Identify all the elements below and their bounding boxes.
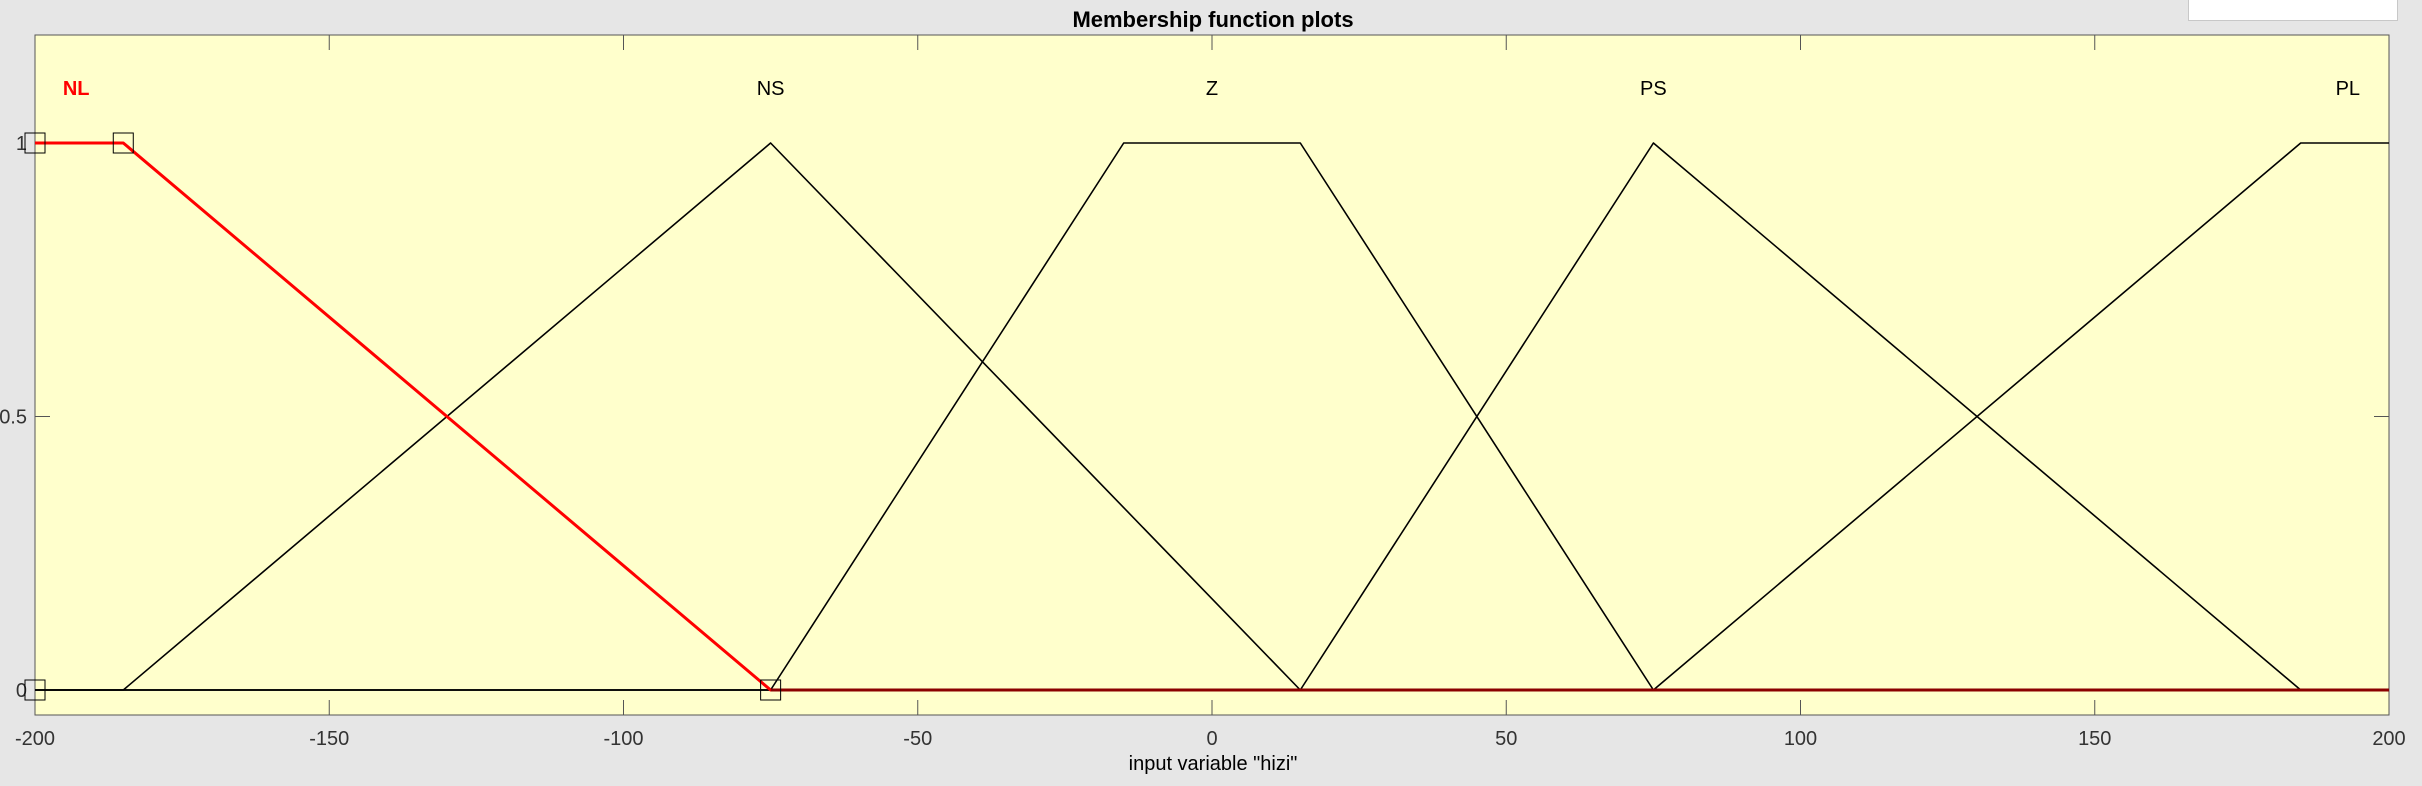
axis-ticks: -200 -150 -100 -50 0 50 100 150 200 0 0.5 1 [0, 35, 2406, 750]
y-tick-label: 0.5 [0, 407, 27, 429]
x-tick-label: 150 [2078, 728, 2111, 750]
plot-area[interactable] [34, 34, 2390, 716]
mf-label-ps[interactable]: PS [1640, 78, 1667, 100]
mf-label-z[interactable]: Z [1206, 78, 1218, 100]
corner-input-field[interactable] [2188, 0, 2398, 21]
x-tick-label: -200 [15, 728, 55, 750]
mf-handle[interactable] [24, 679, 46, 701]
mf-handles [24, 132, 782, 701]
mf-labels: NS Z PS PL NL [63, 78, 2360, 100]
x-tick-label: 200 [2372, 728, 2405, 750]
mf-handle[interactable] [24, 132, 46, 154]
chart-title: Membership function plots [1072, 7, 1353, 32]
x-tick-label: -100 [603, 728, 643, 750]
mf-handle[interactable] [760, 679, 782, 701]
x-tick-label: 100 [1784, 728, 1817, 750]
x-tick-label: 50 [1495, 728, 1517, 750]
mf-label-nl[interactable]: NL [63, 78, 90, 100]
x-tick-label: 0 [1206, 728, 1217, 750]
mf-label-pl[interactable]: PL [2336, 78, 2360, 100]
y-tick-label: 1 [16, 133, 27, 155]
y-tick-label: 0 [16, 680, 27, 702]
mf-label-ns[interactable]: NS [757, 78, 785, 100]
x-tick-label: -150 [309, 728, 349, 750]
x-axis-label: input variable "hizi" [1129, 753, 1298, 775]
x-tick-label: -50 [903, 728, 932, 750]
mf-handle[interactable] [112, 132, 134, 154]
mf-series [35, 141, 2389, 692]
